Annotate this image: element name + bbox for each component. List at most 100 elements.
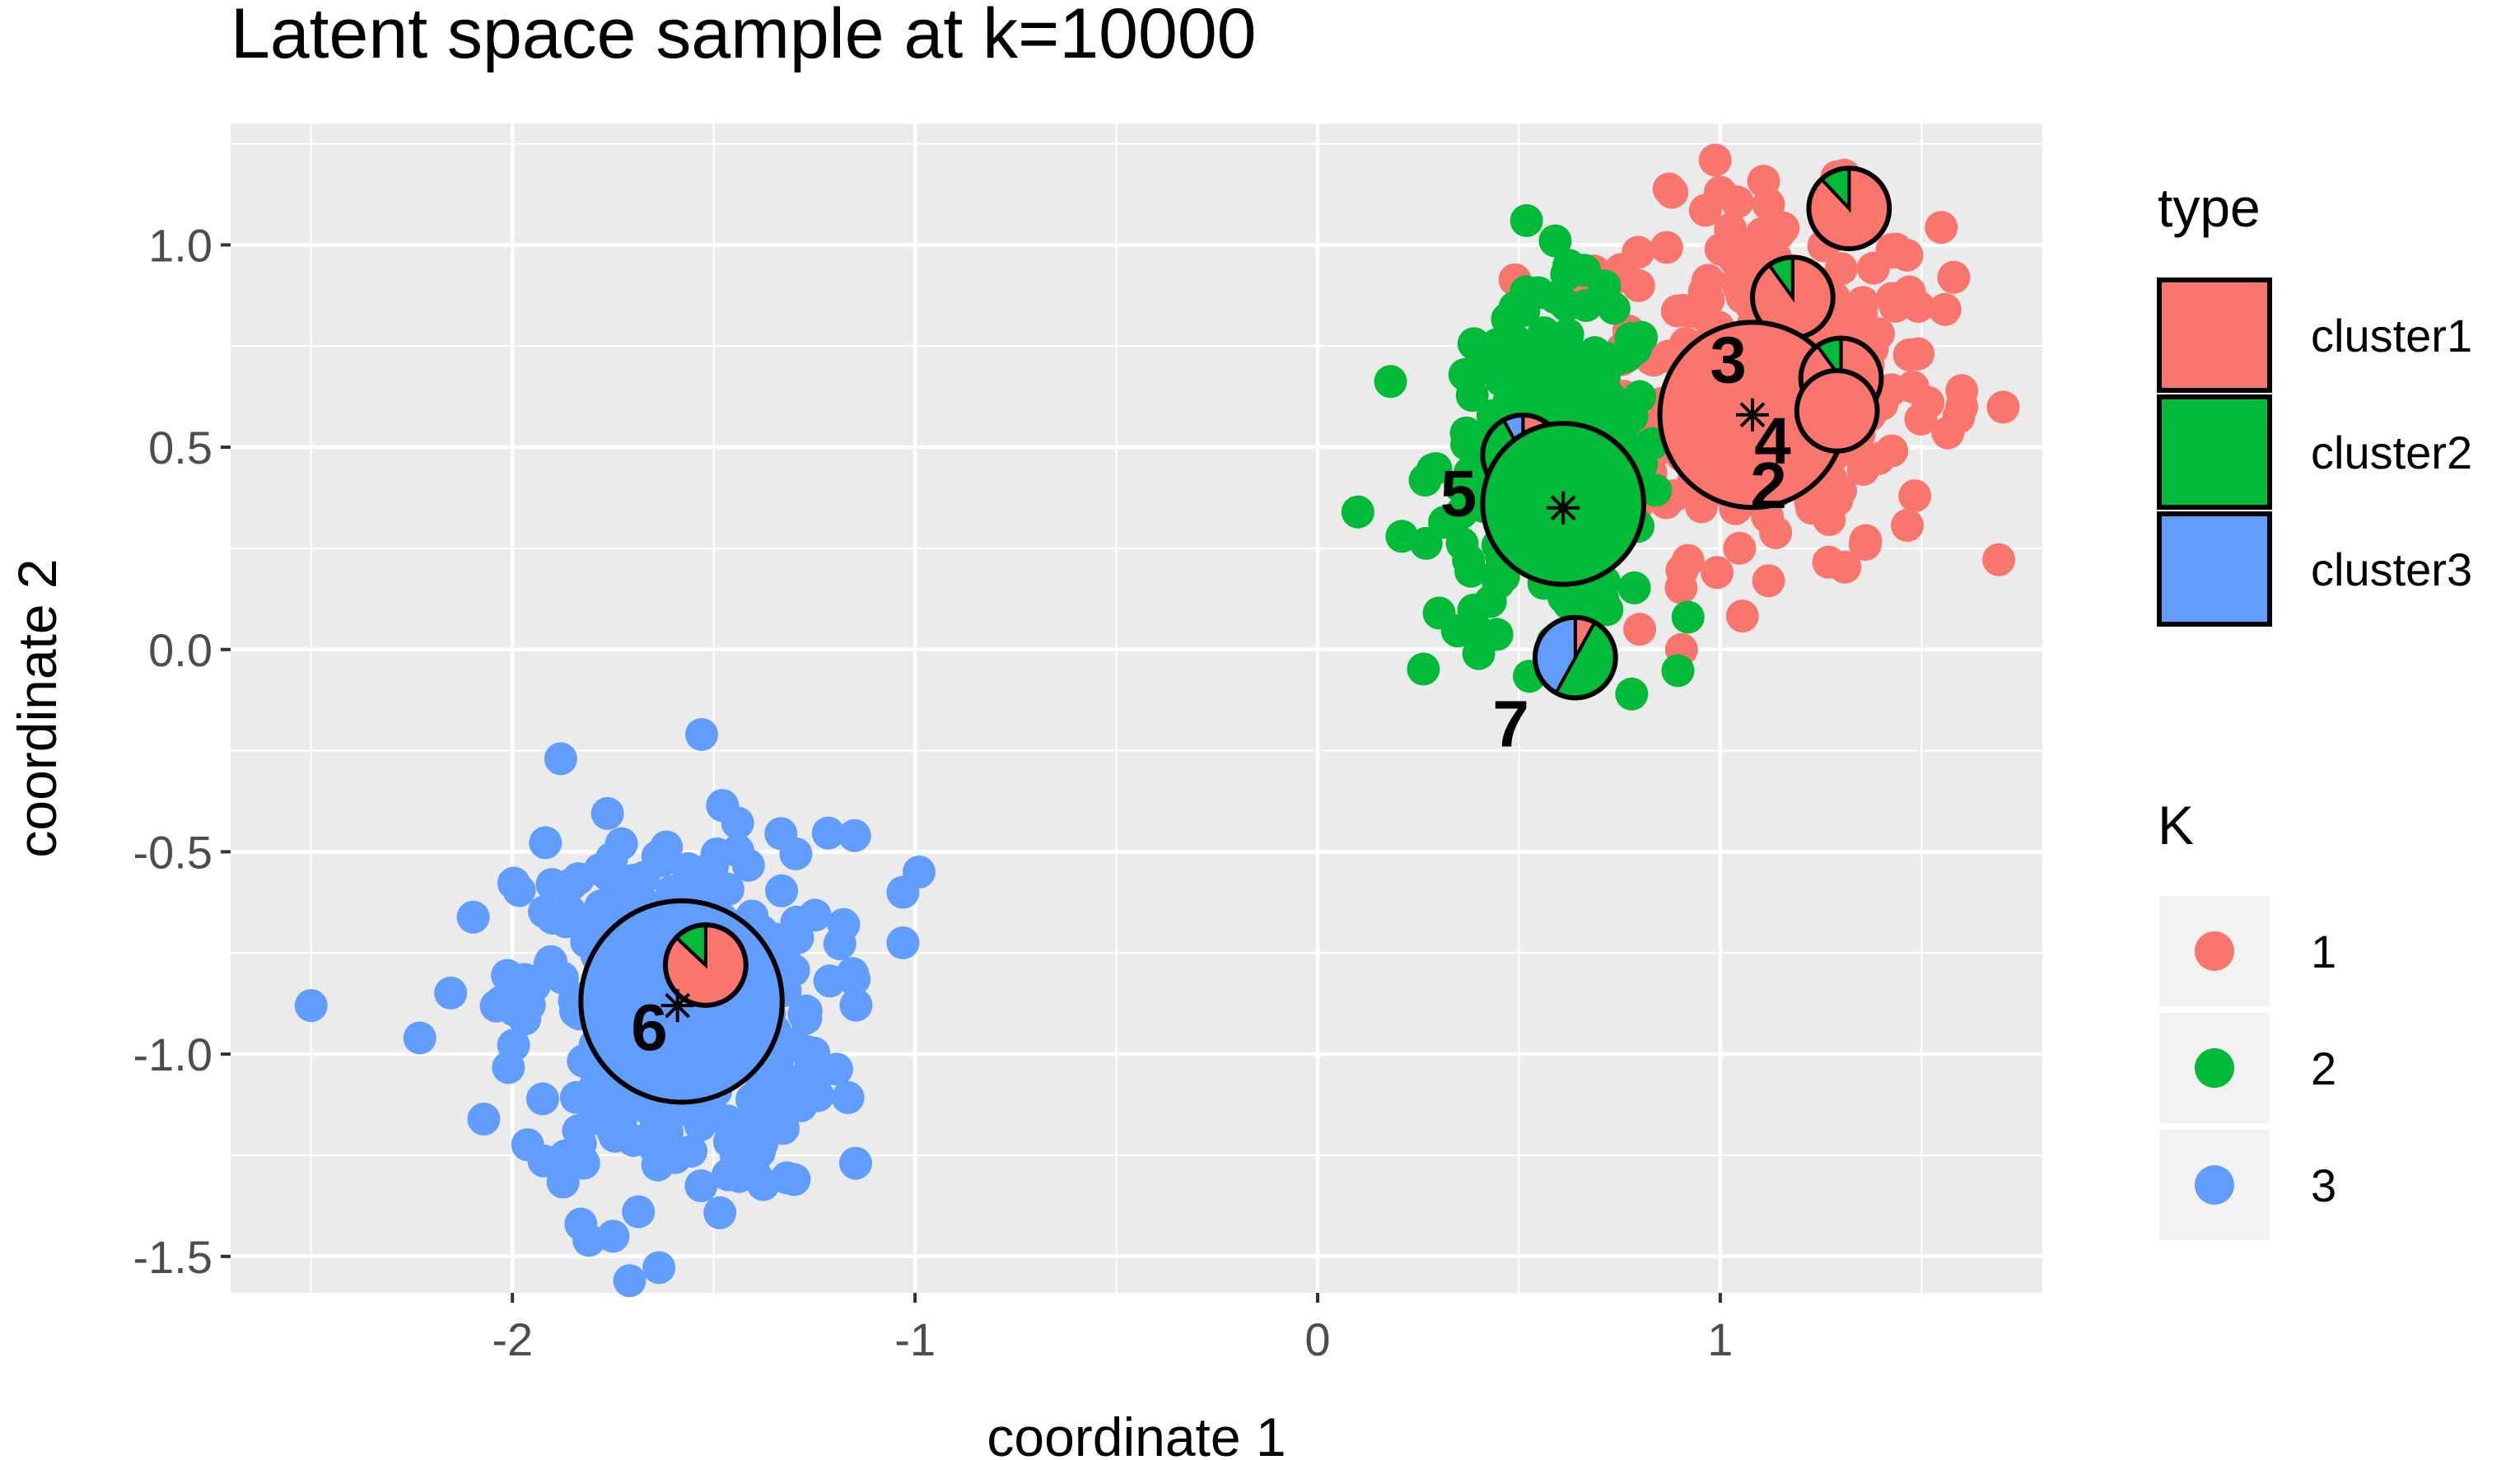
data-point xyxy=(777,1163,811,1196)
data-point xyxy=(1615,399,1649,433)
legend-type-swatch xyxy=(2157,511,2272,627)
chart-title: Latent space sample at k=10000 xyxy=(231,0,1257,73)
legend-k-swatch xyxy=(2195,931,2234,971)
data-point xyxy=(838,1146,872,1180)
data-point xyxy=(1904,402,1938,436)
data-point xyxy=(719,1139,753,1173)
data-point xyxy=(658,1140,692,1174)
y-tick-label: 1.0 xyxy=(148,219,212,271)
data-point xyxy=(1928,292,1962,326)
data-point xyxy=(1736,230,1770,264)
data-point xyxy=(604,827,638,861)
data-point xyxy=(886,926,920,959)
data-point xyxy=(1561,357,1594,391)
data-point xyxy=(1454,554,1487,588)
pie-outline xyxy=(1806,166,1892,252)
data-point xyxy=(641,840,674,874)
data-point xyxy=(1597,292,1631,325)
data-point xyxy=(403,1021,436,1055)
cluster-center-marker xyxy=(1736,398,1769,431)
data-point xyxy=(1896,370,1930,403)
data-point xyxy=(1937,260,1971,294)
cluster-number-label: 2 xyxy=(1750,449,1787,522)
legend-type: type cluster1 cluster2 cluster3 xyxy=(2157,177,2472,627)
data-point xyxy=(740,1098,773,1131)
pie-outline xyxy=(663,922,749,1008)
data-point xyxy=(1723,531,1757,565)
data-point xyxy=(1849,444,1883,478)
data-point xyxy=(1982,543,2016,576)
data-point xyxy=(563,1126,597,1160)
data-point xyxy=(1578,336,1612,370)
data-point xyxy=(1538,224,1572,258)
data-point xyxy=(1892,338,1926,371)
data-point xyxy=(596,1220,630,1253)
data-point xyxy=(1698,143,1732,177)
data-point xyxy=(1752,564,1785,598)
data-point xyxy=(1407,652,1440,686)
data-point xyxy=(1617,571,1651,604)
annotations: 342 5 7 6 xyxy=(631,323,1791,1064)
data-point xyxy=(467,1102,501,1136)
pie-marker xyxy=(1806,166,1892,252)
legend-type-swatch xyxy=(2157,278,2272,393)
data-point xyxy=(838,819,871,852)
data-point xyxy=(839,988,873,1022)
cluster-center-marker xyxy=(660,989,694,1023)
data-point xyxy=(804,1055,838,1089)
data-point xyxy=(1655,175,1689,209)
pie-slice xyxy=(1796,370,1878,451)
data-point xyxy=(1341,495,1374,529)
legend-k-swatch xyxy=(2195,1165,2234,1205)
data-point xyxy=(1650,231,1683,264)
data-point xyxy=(1725,599,1759,633)
y-tick-label: -1.0 xyxy=(133,1029,213,1080)
data-point xyxy=(1671,600,1705,634)
legend-type-title: type xyxy=(2158,177,2261,238)
pie-outline xyxy=(1794,367,1880,454)
data-point xyxy=(1558,587,1592,621)
data-point xyxy=(1828,550,1862,584)
data-point xyxy=(1538,281,1572,315)
x-tick-label: 1 xyxy=(1707,1313,1733,1365)
data-point xyxy=(559,1080,593,1114)
data-point xyxy=(617,1123,651,1157)
data-point xyxy=(492,1051,525,1085)
legend-k-label: 1 xyxy=(2311,926,2336,977)
y-tick-label: 0.5 xyxy=(148,422,212,473)
data-point xyxy=(1824,252,1858,286)
data-point xyxy=(721,806,754,840)
pie-marker xyxy=(1794,367,1880,454)
data-point xyxy=(1444,469,1477,503)
data-point xyxy=(1714,212,1748,246)
data-point xyxy=(545,961,579,995)
data-point xyxy=(1428,506,1462,539)
data-point xyxy=(811,816,845,850)
x-tick-label: -2 xyxy=(492,1313,533,1365)
data-point xyxy=(508,1002,542,1036)
data-point xyxy=(1500,324,1533,358)
data-point xyxy=(525,1082,559,1116)
legend-k-label: 2 xyxy=(2311,1043,2336,1094)
data-point xyxy=(1615,677,1649,711)
data-point xyxy=(1462,637,1496,670)
pie-outline xyxy=(1480,421,1646,587)
data-point xyxy=(1898,479,1932,513)
data-point xyxy=(1986,390,2020,424)
data-point xyxy=(1461,353,1495,387)
data-point xyxy=(1813,502,1846,536)
data-point xyxy=(764,817,798,851)
cluster-number-label: 5 xyxy=(1440,457,1477,530)
data-point xyxy=(1671,543,1705,577)
data-point xyxy=(789,1001,823,1035)
legend-k-label: 3 xyxy=(2311,1159,2336,1211)
data-point xyxy=(827,907,861,941)
data-point xyxy=(456,900,490,934)
data-point xyxy=(1457,327,1491,361)
data-point xyxy=(1703,175,1737,209)
data-point xyxy=(294,989,328,1023)
data-point xyxy=(1945,389,1979,423)
data-point xyxy=(1551,318,1584,352)
data-point xyxy=(1902,290,1935,324)
